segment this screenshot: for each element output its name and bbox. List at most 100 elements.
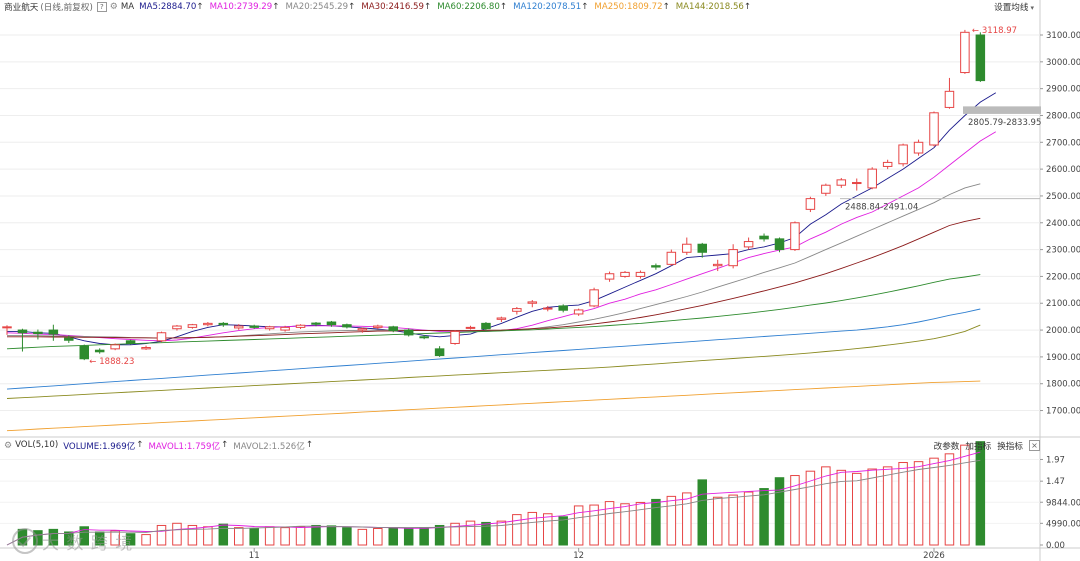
gap1-label: 2805.79-2833.95	[968, 118, 1041, 128]
candle-body	[450, 330, 460, 344]
ma-line-ma5	[7, 92, 997, 346]
volume-bar	[790, 475, 800, 546]
gap-box-1	[963, 106, 1041, 114]
candle-body	[898, 144, 908, 165]
candle-body	[141, 347, 151, 350]
ma-line-ma30	[7, 217, 981, 339]
ma-item-3: MA30:2416.59	[361, 2, 424, 12]
volume-bar	[496, 520, 507, 546]
ma-line-ma60	[6, 274, 981, 350]
ma-entry: MA10:2739.29↑	[210, 2, 280, 12]
arrow-up-icon: ↑	[221, 440, 229, 450]
watermark-text: 大 数 跨 境	[42, 533, 134, 554]
candle-body	[651, 265, 661, 268]
candle-body	[187, 324, 198, 328]
close-icon[interactable]: ×	[1029, 440, 1040, 451]
arrow-up-icon: ↑	[196, 2, 204, 12]
candle-body	[125, 340, 136, 344]
volume-bar	[234, 527, 244, 546]
ma-item-7: MA144:2018.56	[675, 2, 744, 12]
candle-body	[697, 243, 707, 253]
candle-body	[311, 322, 321, 325]
candle-body	[64, 337, 74, 341]
price-tick-label: 1700.00	[1046, 407, 1080, 417]
volume-bar	[48, 528, 59, 546]
volume-tick-label: 4990.00	[1046, 519, 1080, 529]
arrow-up-icon: ↑	[581, 2, 589, 12]
candle-body	[836, 179, 847, 186]
arrow-up-icon: ↑	[136, 440, 144, 450]
price-tick-label: 2700.00	[1046, 138, 1080, 148]
arrow-up-icon: ↑	[272, 2, 280, 12]
volume-tool-2[interactable]: 换指标	[997, 442, 1023, 452]
ma-entry: MA60:2206.80↑	[437, 2, 507, 12]
volume-bar	[651, 498, 661, 546]
candle-body	[295, 324, 306, 328]
volume-bar	[898, 462, 908, 546]
period-label: (日线,前复权)	[40, 3, 93, 13]
volume-bar	[743, 491, 754, 546]
price-tick-label: 3100.00	[1046, 31, 1080, 41]
candle-body	[944, 90, 955, 108]
ma-item-0: MA5:2884.70	[139, 2, 197, 12]
help-icon[interactable]: ?	[96, 2, 107, 12]
candle-body	[913, 141, 924, 154]
candle-body	[465, 326, 476, 329]
volume-item-0: VOL(5,10)	[15, 440, 59, 450]
volume-items: VOL(5,10) VOLUME:1.969亿 ↑ MAVOL1:1.759亿 ↑ MAV…	[15, 440, 318, 452]
mavol1-line	[6, 451, 981, 546]
ma-settings-button[interactable]: 设置均线 ▾	[994, 1, 1034, 13]
price-tick-label: 2600.00	[1046, 165, 1080, 175]
ma-entry: MA120:2078.51↑	[513, 2, 588, 12]
price-tick-label: 2100.00	[1046, 299, 1080, 309]
watermark: 大 数 跨 境	[12, 528, 133, 554]
gear-icon[interactable]: ⚙	[109, 2, 118, 12]
candle-body	[805, 198, 816, 210]
volume-tool-1[interactable]: 加指标	[965, 442, 992, 452]
volume-bar	[434, 524, 445, 546]
candle-body	[543, 307, 553, 310]
volume-bar	[604, 501, 615, 546]
volume-bar	[836, 469, 847, 546]
ma-line-ma10	[6, 131, 997, 342]
volume-bar	[187, 524, 198, 546]
candle-body	[790, 222, 800, 251]
volume-bar	[280, 527, 290, 546]
candle-body	[604, 273, 615, 280]
watermark-logo-icon	[12, 528, 38, 554]
volume-bar	[64, 531, 74, 546]
ma-items: MA5:2884.70↑ MA10:2739.29↑ MA20:2545.29↑ MA…	[139, 2, 757, 12]
candle-body	[172, 325, 182, 330]
gear-icon[interactable]: ⚙	[4, 441, 13, 451]
volume-bar	[465, 520, 476, 546]
arrow-up-icon: ↑	[743, 2, 752, 12]
volume-tick-label: 1.47	[1046, 477, 1065, 487]
candle-body	[759, 235, 769, 240]
volume-bar	[156, 524, 167, 546]
candle-body	[960, 31, 970, 74]
mavol2-line	[6, 459, 981, 546]
volume-bar	[450, 522, 460, 546]
candle-body	[218, 322, 229, 326]
candle-body	[326, 321, 337, 326]
ma-header: 商业航天 (日线,前复权) ? ⚙ MA MA5:2884.70↑ MA10:27…	[4, 1, 757, 13]
ma-item-1: MA10:2739.29	[209, 2, 273, 12]
volume-bar	[821, 466, 831, 546]
volume-bar	[403, 528, 414, 546]
volume-bar	[805, 470, 816, 546]
volume-tool-0[interactable]: 改参数	[933, 442, 960, 452]
candle-body	[388, 326, 398, 332]
volume-bar	[929, 457, 939, 546]
volume-bar	[913, 461, 924, 546]
candle-body	[620, 271, 630, 277]
volume-bar	[311, 524, 321, 546]
candle-body	[33, 331, 43, 335]
candle-body	[852, 182, 862, 185]
volume-bar	[558, 516, 568, 546]
stock-name: 商业航天	[4, 3, 39, 13]
volume-tick-label: 9844.00	[1046, 498, 1080, 508]
arrow-up-icon: ↑	[424, 2, 432, 12]
price-tick-label: 3000.00	[1046, 58, 1080, 68]
candle-body	[94, 349, 105, 353]
